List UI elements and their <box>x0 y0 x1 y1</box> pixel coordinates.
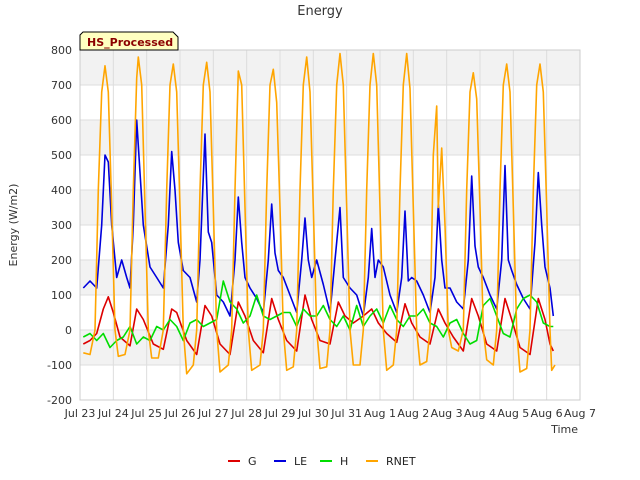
x-tick-label: Jul 25 <box>130 407 162 420</box>
hs-processed-badge: HS_Processed <box>79 31 179 51</box>
legend-label: RNET <box>386 455 416 468</box>
x-tick-label: Aug 1 <box>364 407 396 420</box>
legend-label: H <box>340 455 348 468</box>
legend-label: G <box>248 455 257 468</box>
y-tick-label: 300 <box>51 219 72 232</box>
legend-item-g: G <box>228 455 257 468</box>
x-tick-label: Aug 7 <box>564 407 596 420</box>
x-tick-label: Aug 2 <box>397 407 429 420</box>
y-tick-label: 400 <box>51 184 72 197</box>
background-band <box>80 85 580 120</box>
y-tick-label: 100 <box>51 289 72 302</box>
x-tick-label: Jul 26 <box>164 407 196 420</box>
x-tick-label: Aug 4 <box>464 407 496 420</box>
y-tick-label: 600 <box>51 114 72 127</box>
x-tick-label: Jul 30 <box>297 407 329 420</box>
legend-item-h: H <box>320 455 348 468</box>
background-band <box>80 120 580 155</box>
y-tick-label: 700 <box>51 79 72 92</box>
y-tick-label: 500 <box>51 149 72 162</box>
x-tick-label: Aug 3 <box>431 407 463 420</box>
chart-title: Energy <box>297 4 343 19</box>
series-layer <box>82 52 556 375</box>
x-tick-label: Jul 28 <box>230 407 262 420</box>
y-tick-label: -100 <box>47 359 72 372</box>
x-tick-label: Jul 27 <box>197 407 229 420</box>
legend-item-rnet: RNET <box>366 455 416 468</box>
plot-frame <box>79 49 581 401</box>
y-axis-label: Energy (W/m2) <box>7 184 20 267</box>
background-band <box>80 50 580 85</box>
x-tick-label: Jul 31 <box>330 407 362 420</box>
legend-label: LE <box>294 455 307 468</box>
x-tick-label: Jul 23 <box>64 407 96 420</box>
y-tick-label: -200 <box>47 394 72 407</box>
series-line-rnet <box>83 52 556 375</box>
badge-label: HS_Processed <box>87 36 173 49</box>
background-band <box>80 260 580 295</box>
x-tick-label: Aug 5 <box>497 407 529 420</box>
y-tick-label: 0 <box>65 324 72 337</box>
x-tick-label: Jul 29 <box>264 407 296 420</box>
background-band <box>80 225 580 260</box>
background-band <box>80 155 580 190</box>
y-tick-label: 200 <box>51 254 72 267</box>
badge-box <box>79 31 179 51</box>
x-tick-labels: Jul 23 Jul 24 Jul 25 Jul 26 Jul 27 Jul 28 Jul … <box>64 407 596 420</box>
legend: G LE H RNET <box>228 455 416 468</box>
x-tick-label: Jul 24 <box>97 407 129 420</box>
series-line-h <box>82 280 554 349</box>
background-band <box>80 190 580 225</box>
background-band <box>80 365 580 400</box>
legend-item-le: LE <box>274 455 307 468</box>
y-tick-label: 800 <box>51 44 72 57</box>
x-tick-label: Aug 6 <box>531 407 563 420</box>
y-tick-labels: -200 -100 0 100 200 300 400 500 600 700 800 <box>47 44 72 407</box>
x-axis-label: Time <box>550 423 578 436</box>
